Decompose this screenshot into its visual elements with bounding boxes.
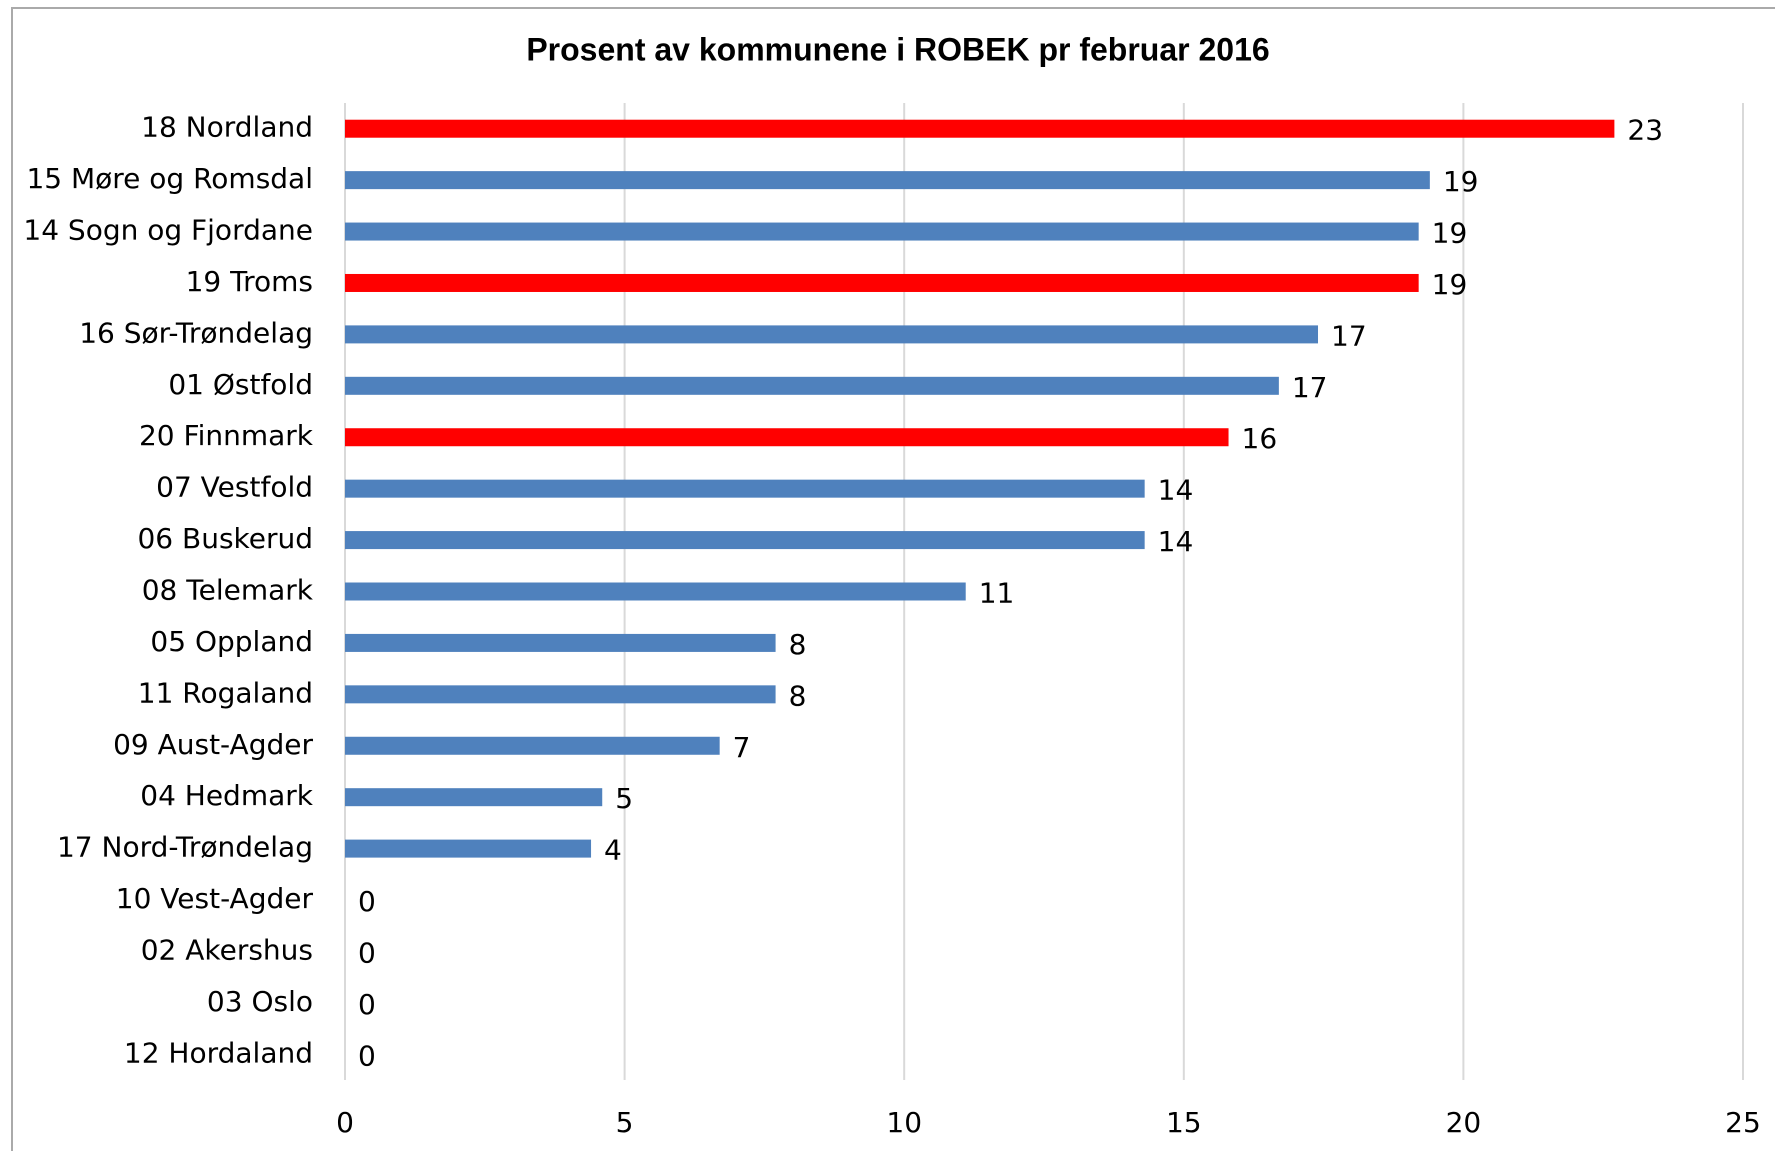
- data-label: 14: [1158, 525, 1194, 558]
- data-label: 4: [604, 834, 622, 867]
- y-tick-label: 14 Sogn og Fjordane: [23, 214, 313, 247]
- bar: [345, 119, 1615, 138]
- bar: [345, 685, 776, 704]
- data-label: 17: [1292, 371, 1328, 404]
- y-tick-label: 19 Troms: [186, 265, 313, 298]
- data-label: 0: [358, 885, 376, 918]
- data-label: 8: [789, 679, 807, 712]
- data-label: 17: [1331, 319, 1367, 352]
- data-label: 19: [1432, 268, 1468, 301]
- bar: [345, 273, 1419, 292]
- bar: [345, 376, 1279, 395]
- y-tick-label: 12 Hordaland: [124, 1036, 313, 1069]
- data-label: 23: [1627, 114, 1663, 147]
- chart-title: Prosent av kommunene i ROBEK pr februar …: [526, 31, 1269, 67]
- data-label: 0: [358, 988, 376, 1021]
- y-tick-label: 08 Telemark: [142, 574, 314, 607]
- x-tick-label: 0: [336, 1106, 354, 1139]
- data-label: 11: [979, 577, 1015, 610]
- y-tick-label: 11 Rogaland: [138, 676, 313, 709]
- bar: [345, 582, 966, 601]
- data-label: 19: [1432, 217, 1468, 250]
- y-tick-label: 07 Vestfold: [156, 471, 313, 504]
- data-label: 0: [358, 936, 376, 969]
- bar: [345, 222, 1419, 241]
- bar: [345, 531, 1145, 550]
- bar: [345, 479, 1145, 498]
- bar: [345, 788, 603, 807]
- data-label: 5: [615, 782, 633, 815]
- bar: [345, 839, 592, 858]
- bar: [345, 171, 1430, 190]
- x-tick-label: 25: [1725, 1106, 1761, 1139]
- y-tick-label: 16 Sør-Trøndelag: [79, 316, 313, 349]
- bar: [345, 428, 1229, 447]
- data-label: 14: [1158, 474, 1194, 507]
- data-label: 16: [1242, 422, 1278, 455]
- x-tick-label: 10: [886, 1106, 922, 1139]
- y-tick-label: 03 Oslo: [207, 985, 313, 1018]
- y-tick-label: 01 Østfold: [168, 368, 313, 401]
- y-tick-label: 09 Aust-Agder: [113, 728, 313, 761]
- y-tick-label: 06 Buskerud: [137, 522, 313, 555]
- data-label: 19: [1443, 165, 1479, 198]
- x-tick-label: 20: [1446, 1106, 1482, 1139]
- y-tick-label: 15 Møre og Romsdal: [26, 162, 313, 195]
- y-tick-label: 20 Finnmark: [139, 419, 314, 452]
- bar: [345, 736, 720, 755]
- y-tick-label: 18 Nordland: [141, 111, 313, 144]
- y-tick-label: 10 Vest-Agder: [116, 882, 314, 915]
- y-tick-label: 05 Oppland: [150, 625, 313, 658]
- y-tick-label: 04 Hedmark: [140, 779, 314, 812]
- data-label: 7: [733, 731, 751, 764]
- data-label: 8: [789, 628, 807, 661]
- bar: [345, 325, 1319, 344]
- data-label: 0: [358, 1039, 376, 1072]
- x-tick-label: 5: [616, 1106, 634, 1139]
- chart-border: [11, 7, 1775, 1151]
- x-tick-label: 15: [1166, 1106, 1202, 1139]
- bar: [345, 633, 776, 652]
- y-tick-label: 17 Nord-Trøndelag: [57, 831, 313, 864]
- y-tick-label: 02 Akershus: [141, 933, 313, 966]
